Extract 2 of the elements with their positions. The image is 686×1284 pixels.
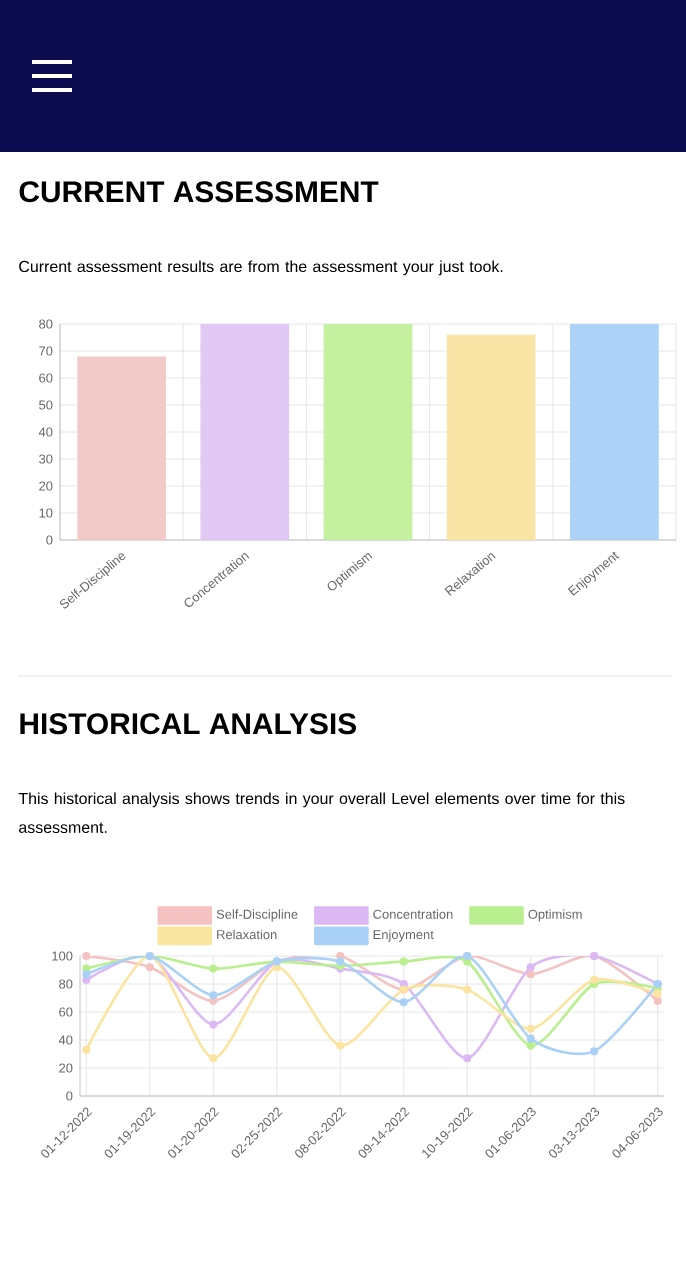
chart-title: CURRENT ASSESSMENT [19,181,379,203]
chart-title: HISTORICAL ANALYSIS [20,713,356,735]
